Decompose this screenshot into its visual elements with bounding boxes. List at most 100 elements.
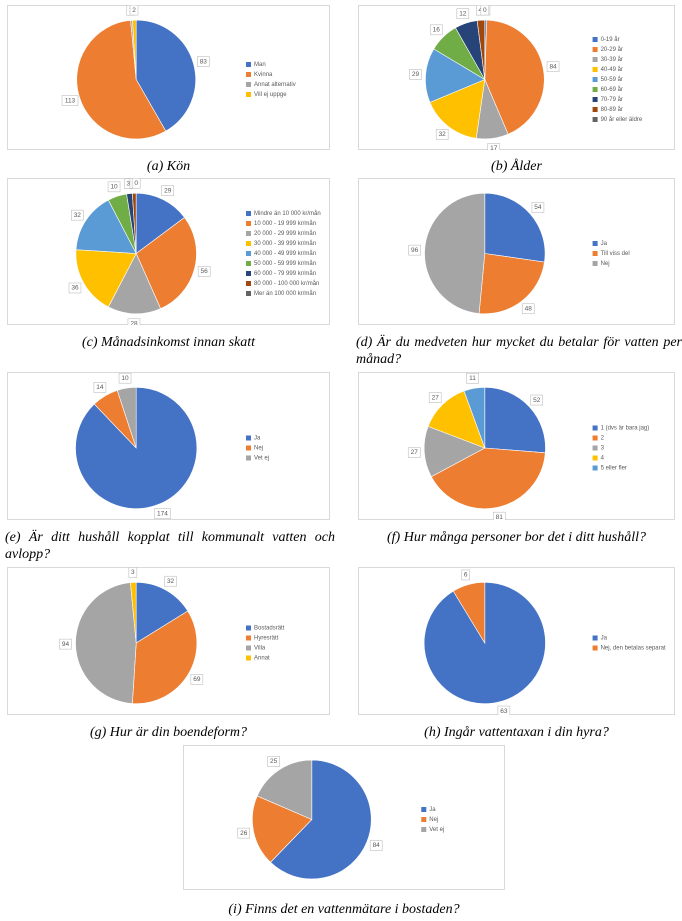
data-label-box: [59, 638, 72, 650]
legend-label: 40-49 år: [601, 66, 623, 73]
caption: (d) Är du medveten hur mycket du betalar…: [356, 335, 682, 367]
legend-label: 5 eller fler: [601, 466, 627, 472]
data-label-box: [68, 282, 82, 294]
pie-slice: [107, 252, 161, 315]
legend-swatch: [246, 281, 252, 286]
data-label-box: [164, 575, 177, 587]
legend-swatch: [246, 455, 252, 461]
legend-label: Mer än 100 000 kr/mån: [254, 290, 316, 297]
caption: (e) Är ditt hushåll kopplat till kommuna…: [5, 530, 335, 562]
data-label-box: [530, 394, 544, 406]
data-label: 84: [549, 63, 557, 70]
legend-swatch: [246, 211, 252, 216]
legend-swatch: [246, 251, 252, 256]
data-label-box: [435, 129, 449, 140]
caption: (i) Finns det en vattenmätare i bostaden…: [228, 902, 460, 917]
pie-slice: [270, 759, 372, 880]
data-label: 52: [533, 397, 541, 404]
pie-slice: [429, 79, 486, 139]
data-label: 48: [525, 305, 533, 312]
data-label: 56: [201, 268, 209, 275]
legend-label: 40 000 - 49 999 kr/mån: [254, 250, 316, 257]
data-label: 27: [411, 449, 419, 456]
legend-label: 2: [601, 436, 605, 442]
pie-chart: 174 14 10 Ja Nej Vet ej: [7, 372, 330, 520]
legend-swatch: [592, 241, 598, 246]
data-label: 17: [490, 145, 498, 150]
pie-slice: [132, 192, 137, 254]
legend-swatch: [246, 435, 252, 441]
data-label-box: [409, 69, 422, 80]
caption: (b) Ålder: [491, 159, 542, 174]
legend-label: Vill ej uppge: [254, 92, 287, 98]
data-label-box: [107, 181, 121, 193]
pie-chart: 295628363210320Mindre än 10 000 kr/mån10…: [7, 178, 330, 325]
legend-swatch: [592, 455, 598, 461]
data-label-box: [456, 8, 470, 19]
legend-label: 10 000 - 19 999 kr/mån: [254, 220, 316, 227]
legend-swatch: [592, 87, 598, 92]
legend-label: Ja: [254, 436, 261, 442]
data-label: 32: [439, 131, 447, 138]
data-label: 29: [412, 71, 420, 78]
legend-swatch: [421, 817, 427, 822]
pie-slice: [478, 253, 545, 315]
legend-swatch: [592, 117, 598, 122]
caption: (g) Hur är din boendeform?: [89, 725, 248, 740]
legend-label: 80 000 - 100 000 kr/mån: [254, 280, 319, 287]
pie-slice: [484, 387, 546, 454]
pie-slice: [75, 199, 137, 254]
legend-label: Vet ej: [254, 456, 269, 462]
data-label-box: [267, 756, 280, 767]
legend-label: Nej: [429, 817, 438, 823]
legend-swatch: [246, 625, 252, 631]
data-label-box: [492, 511, 506, 520]
legend-swatch: [592, 445, 598, 451]
data-label: 10: [110, 184, 118, 191]
legend-label: 80-89 år: [601, 106, 623, 113]
legend-swatch: [592, 77, 598, 82]
pie-slice: [427, 390, 486, 449]
data-label-box: [128, 567, 138, 578]
data-label: 6: [464, 572, 468, 579]
legend-swatch: [592, 67, 598, 72]
legend-swatch: [592, 97, 598, 102]
data-label-box: [237, 827, 251, 839]
pie-slice: [476, 19, 486, 80]
pie-slice: [132, 19, 137, 80]
data-label: 3: [127, 180, 131, 187]
data-label-box: [480, 5, 490, 16]
data-label: 36: [71, 285, 79, 292]
legend-label: Annat alternativ: [254, 82, 296, 88]
legend-swatch: [246, 635, 252, 641]
data-label-box: [497, 705, 511, 715]
data-label-box: [408, 244, 421, 256]
legend-label: 3: [601, 446, 605, 452]
legend-label: 30 000 - 39 999 kr/mån: [254, 240, 316, 247]
legend-label: 90 år eller äldre: [601, 116, 643, 123]
data-label-box: [154, 508, 171, 519]
legend-label: 30-39 år: [601, 56, 623, 63]
pie-slice: [256, 759, 313, 820]
data-label: 0: [483, 7, 487, 14]
pie-slice: [135, 582, 189, 644]
pie-slice: [132, 610, 198, 704]
data-label-box: [71, 209, 84, 221]
data-label: 11: [469, 375, 476, 382]
legend-label: 50 000 - 59 999 kr/mån: [254, 260, 316, 267]
legend-label: Hyresrätt: [254, 636, 279, 642]
data-label: 84: [373, 842, 381, 849]
pie-chart: 84 26 25 Ja Nej Vet ej: [183, 745, 505, 890]
legend-label: 70-79 år: [601, 96, 623, 103]
legend-swatch: [246, 241, 252, 246]
legend-swatch: [592, 645, 598, 651]
pie-chart: 54 48 96 Ja Till viss del Nej: [358, 178, 675, 325]
data-label: 2: [132, 7, 136, 14]
data-label: 26: [240, 830, 248, 837]
data-label: 12: [459, 10, 467, 17]
data-label-box: [197, 56, 210, 67]
legend-swatch: [246, 291, 252, 296]
pie-slice: [116, 387, 137, 449]
data-label: 174: [157, 510, 168, 517]
